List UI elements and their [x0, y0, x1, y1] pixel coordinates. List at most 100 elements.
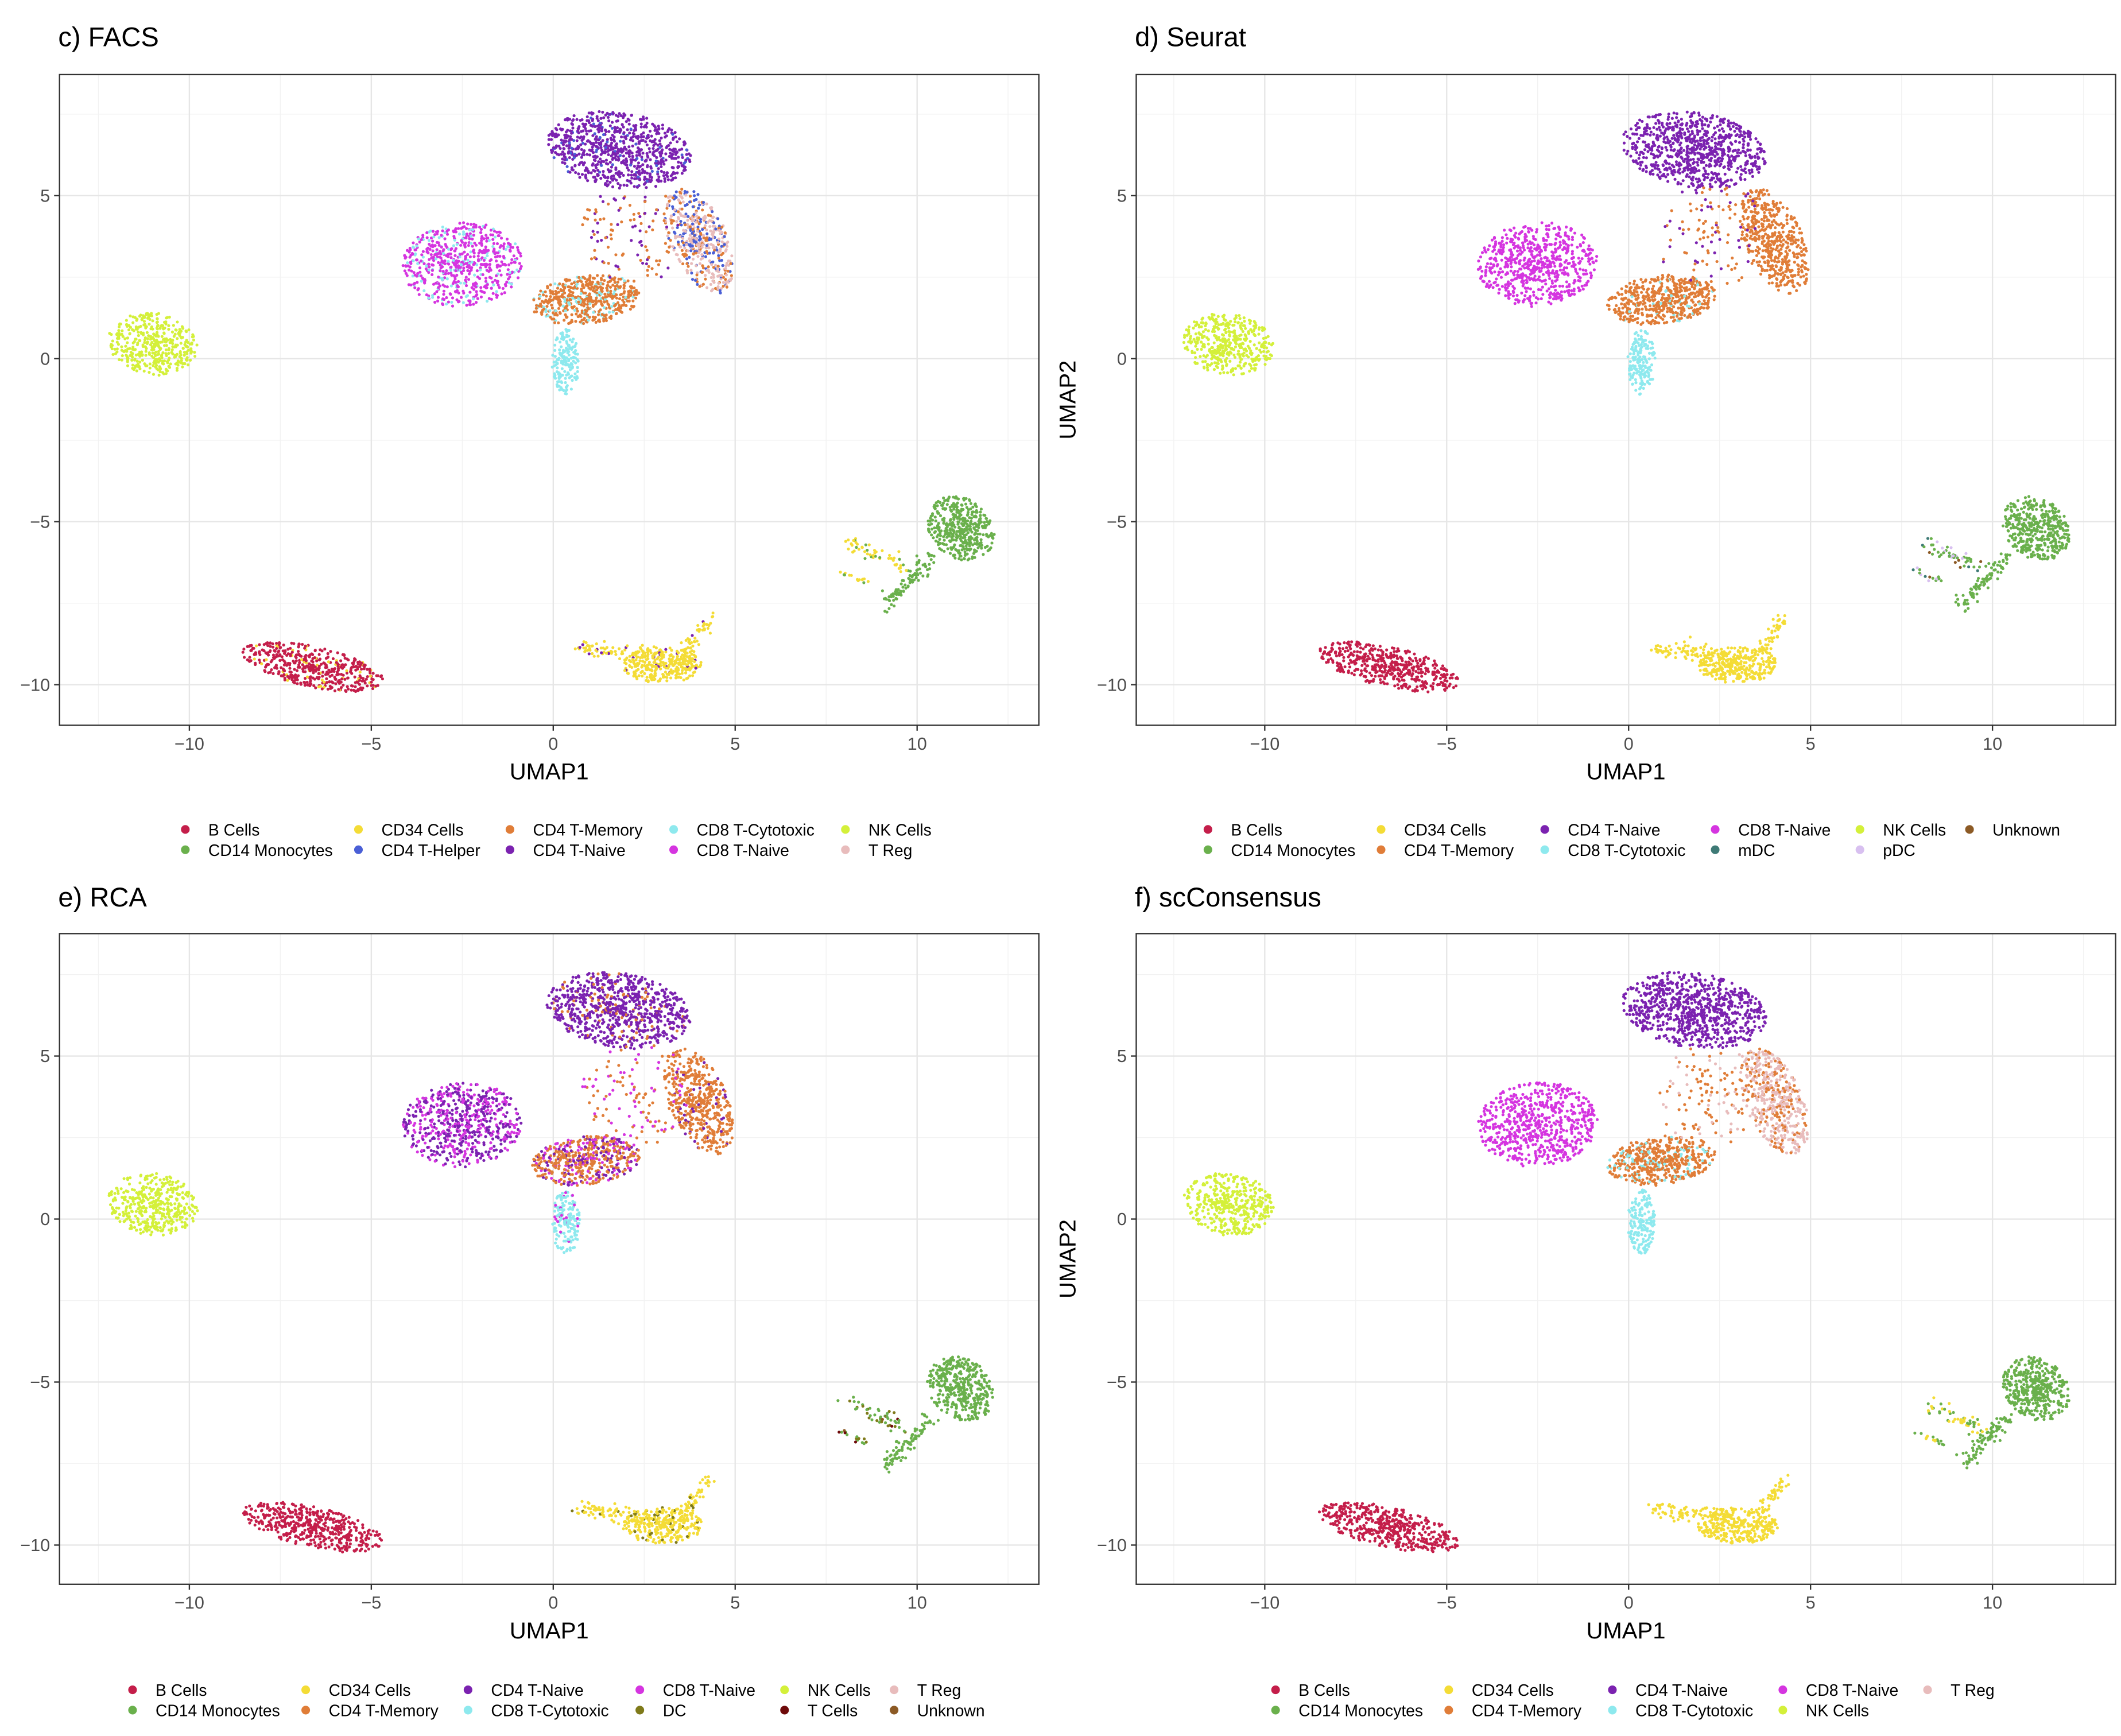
point — [464, 276, 468, 279]
point — [633, 185, 636, 188]
point — [168, 341, 172, 344]
point — [248, 656, 251, 659]
point — [705, 202, 708, 206]
point — [724, 249, 727, 253]
point — [715, 248, 719, 252]
point — [175, 369, 179, 372]
point — [297, 642, 301, 646]
point — [370, 677, 374, 681]
point — [603, 292, 607, 296]
point — [564, 363, 568, 367]
legend-item: CD14 Monocytes — [181, 841, 333, 859]
point — [440, 302, 444, 305]
point — [943, 549, 946, 553]
point — [616, 182, 620, 185]
point — [134, 353, 138, 357]
point — [674, 253, 678, 256]
point — [575, 118, 579, 121]
plot-background — [1136, 74, 2116, 726]
point — [431, 249, 435, 253]
point — [173, 332, 177, 336]
point — [327, 668, 331, 672]
point — [138, 361, 142, 364]
point — [633, 290, 637, 293]
point — [346, 676, 350, 680]
point — [476, 254, 480, 258]
point — [942, 535, 945, 538]
point — [573, 308, 576, 312]
point — [1234, 320, 1237, 324]
point — [641, 168, 644, 171]
point — [154, 334, 158, 338]
point — [948, 552, 952, 555]
point — [340, 677, 344, 681]
point — [657, 263, 660, 266]
point — [471, 297, 475, 301]
point — [635, 185, 639, 189]
point — [949, 546, 953, 549]
point — [661, 123, 665, 127]
point — [629, 138, 632, 142]
point — [496, 280, 500, 283]
point — [643, 672, 646, 675]
point — [1235, 342, 1238, 346]
point — [192, 338, 196, 342]
point — [585, 132, 588, 135]
point — [563, 118, 567, 122]
point — [611, 133, 614, 137]
point — [340, 663, 344, 666]
point — [722, 285, 725, 288]
point — [567, 301, 571, 304]
point — [970, 517, 974, 520]
point — [288, 663, 292, 666]
point — [966, 510, 970, 514]
point — [643, 160, 647, 163]
point — [137, 365, 140, 369]
point — [604, 113, 607, 117]
point — [453, 249, 456, 253]
point — [450, 247, 453, 250]
point — [687, 265, 690, 268]
point — [587, 319, 590, 322]
point — [308, 683, 311, 686]
point — [561, 127, 564, 131]
point — [449, 293, 452, 296]
point — [949, 531, 952, 534]
point — [618, 175, 622, 179]
point — [899, 594, 903, 597]
point — [631, 135, 635, 138]
point — [950, 538, 954, 542]
point — [987, 548, 991, 552]
point — [662, 170, 666, 175]
point — [587, 644, 591, 648]
point — [551, 311, 555, 315]
point — [662, 663, 665, 666]
point — [594, 210, 598, 214]
point — [343, 677, 347, 681]
point — [676, 671, 679, 675]
point — [441, 229, 444, 232]
point — [653, 669, 657, 673]
point — [345, 669, 348, 673]
point — [636, 170, 639, 174]
point — [303, 665, 306, 669]
point — [654, 142, 657, 146]
point — [631, 225, 634, 228]
point — [464, 295, 468, 299]
point — [436, 299, 440, 303]
point — [707, 214, 710, 217]
point — [412, 241, 415, 245]
x-tick-label: 10 — [908, 734, 927, 754]
point — [917, 561, 921, 564]
point — [441, 283, 445, 286]
point — [465, 304, 468, 307]
point — [701, 625, 705, 628]
point — [158, 327, 162, 330]
point — [600, 129, 604, 133]
point — [453, 254, 457, 257]
point — [576, 366, 579, 369]
point — [555, 132, 558, 135]
point — [606, 149, 610, 153]
point — [692, 218, 696, 222]
point — [937, 512, 940, 515]
